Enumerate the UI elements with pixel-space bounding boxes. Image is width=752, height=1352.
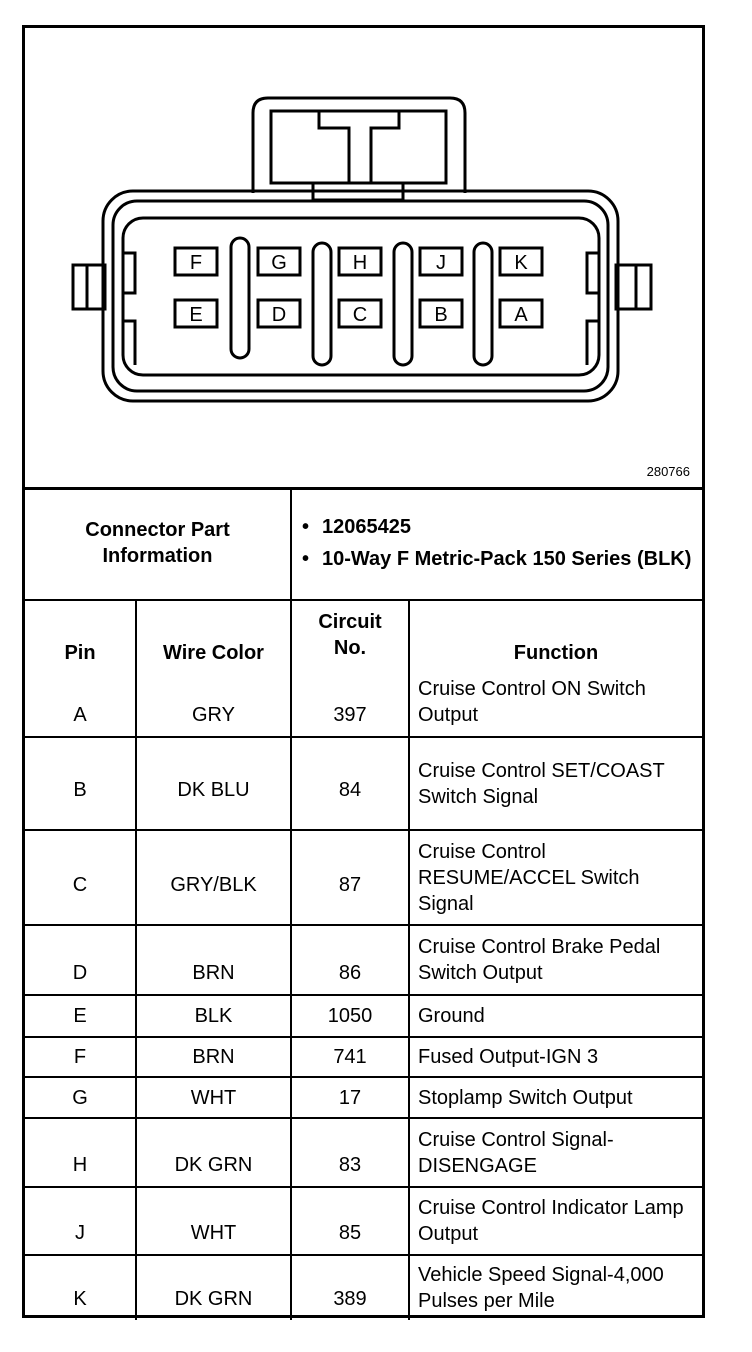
cell-pin: H	[25, 1117, 137, 1188]
table-row: E BLK 1050 Ground	[25, 994, 702, 1038]
cell-pin: E	[25, 994, 137, 1038]
connector-face-drawing: F G H J K E D C B A	[71, 96, 653, 403]
pin-label: D	[272, 304, 286, 326]
pin-cavity-d	[256, 298, 302, 329]
cell-circuit: 83	[290, 1117, 410, 1188]
cell-pin: K	[25, 1254, 137, 1320]
rib	[472, 241, 494, 367]
cell-circuit: 84	[290, 736, 410, 831]
part-number: 12065425	[302, 514, 694, 540]
cavity	[121, 216, 601, 377]
cell-function: Cruise Control ON Switch Output	[408, 668, 702, 738]
cell-function: Cruise Control RESUME/ACCEL Switch Signa…	[408, 829, 702, 926]
left-tab	[71, 263, 107, 311]
pinout-table: Connector Part Information 12065425 10-W…	[25, 487, 702, 1320]
cell-circuit: 86	[290, 924, 410, 996]
cell-pin: A	[25, 668, 137, 738]
figure-number: 280766	[646, 464, 690, 479]
cell-wire-color: DK BLU	[135, 736, 292, 831]
connector-figure: F G H J K E D C B A 280766	[25, 28, 702, 490]
table-row: H DK GRN 83 Cruise Control Signal-DISENGAGE	[25, 1117, 702, 1188]
cell-circuit: 17	[290, 1076, 410, 1119]
cell-circuit: 397	[290, 668, 410, 738]
rib	[311, 241, 333, 367]
latch	[251, 96, 467, 202]
cell-pin: J	[25, 1186, 137, 1256]
table-row: D BRN 86 Cruise Control Brake Pedal Switch …	[25, 924, 702, 996]
table-row: F BRN 741 Fused Output-IGN 3	[25, 1036, 702, 1078]
cell-wire-color: WHT	[135, 1186, 292, 1256]
pin-label: F	[190, 252, 202, 274]
connector-info-label: Connector Part Information	[25, 487, 292, 601]
housing-outer	[101, 189, 620, 403]
pin-label: H	[353, 252, 367, 274]
housing-inner	[111, 199, 610, 393]
cell-function: Cruise Control Indicator Lamp Output	[408, 1186, 702, 1256]
table-row: G WHT 17 Stoplamp Switch Output	[25, 1076, 702, 1119]
pin-cavity-c	[337, 298, 383, 329]
cell-circuit: 1050	[290, 994, 410, 1038]
cell-wire-color: WHT	[135, 1076, 292, 1119]
pin-cavity-g	[256, 246, 302, 277]
cell-wire-color: GRY/BLK	[135, 829, 292, 926]
header-row: Pin Wire Color Circuit No. Function	[25, 599, 702, 668]
cell-function: Cruise Control SET/COAST Switch Signal	[408, 736, 702, 831]
cell-pin: D	[25, 924, 137, 996]
rib	[392, 241, 414, 367]
cell-wire-color: GRY	[135, 668, 292, 738]
cell-function: Cruise Control Brake Pedal Switch Output	[408, 924, 702, 996]
cell-pin: C	[25, 829, 137, 926]
cell-function: Stoplamp Switch Output	[408, 1076, 702, 1119]
cell-circuit: 741	[290, 1036, 410, 1078]
cell-circuit: 389	[290, 1254, 410, 1320]
cell-wire-color: DK GRN	[135, 1117, 292, 1188]
pin-label: A	[514, 304, 528, 326]
cell-function: Vehicle Speed Signal-4,000 Pulses per Mi…	[408, 1254, 702, 1320]
pin-label: E	[189, 304, 202, 326]
pin-label: C	[353, 304, 367, 326]
cell-pin: F	[25, 1036, 137, 1078]
cell-wire-color: BLK	[135, 994, 292, 1038]
pin-cavity-e	[173, 298, 219, 329]
cell-function: Ground	[408, 994, 702, 1038]
pin-cavity-a	[498, 298, 544, 329]
connector-info-values: 12065425 10-Way F Metric-Pack 150 Series…	[290, 487, 702, 601]
cell-function: Fused Output-IGN 3	[408, 1036, 702, 1078]
header-circuit: Circuit No.	[290, 599, 410, 668]
table-row: J WHT 85 Cruise Control Indicator Lamp Outp…	[25, 1186, 702, 1256]
header-wire-color: Wire Color	[135, 599, 292, 668]
cell-wire-color: BRN	[135, 924, 292, 996]
pin-label: B	[434, 304, 447, 326]
table-row: A GRY 397 Cruise Control ON Switch Output	[25, 668, 702, 738]
cell-circuit: 87	[290, 829, 410, 926]
header-function: Function	[408, 599, 702, 668]
pin-cavity-k	[498, 246, 544, 277]
cell-function: Cruise Control Signal-DISENGAGE	[408, 1117, 702, 1188]
rib	[229, 236, 251, 360]
pin-cavity-j	[418, 246, 464, 277]
pin-label: K	[514, 252, 528, 274]
right-tab	[614, 263, 653, 311]
table-row: K DK GRN 389 Vehicle Speed Signal-4,000 Pul…	[25, 1254, 702, 1320]
pin-cavity-b	[418, 298, 464, 329]
cell-pin: B	[25, 736, 137, 831]
connector-info-row: Connector Part Information 12065425 10-W…	[25, 487, 702, 601]
pin-label: J	[436, 252, 446, 274]
connector-description: 10-Way F Metric-Pack 150 Series (BLK)	[302, 546, 694, 572]
cell-circuit: 85	[290, 1186, 410, 1256]
pin-cavity-f	[173, 246, 219, 277]
pin-cavity-h	[337, 246, 383, 277]
cell-wire-color: DK GRN	[135, 1254, 292, 1320]
header-pin: Pin	[25, 599, 137, 668]
cell-pin: G	[25, 1076, 137, 1119]
pin-label: G	[271, 252, 287, 274]
cell-wire-color: BRN	[135, 1036, 292, 1078]
table-row: B DK BLU 84 Cruise Control SET/COAST Switch…	[25, 736, 702, 831]
table-row: C GRY/BLK 87 Cruise Control RESUME/ACCEL Sw…	[25, 829, 702, 926]
